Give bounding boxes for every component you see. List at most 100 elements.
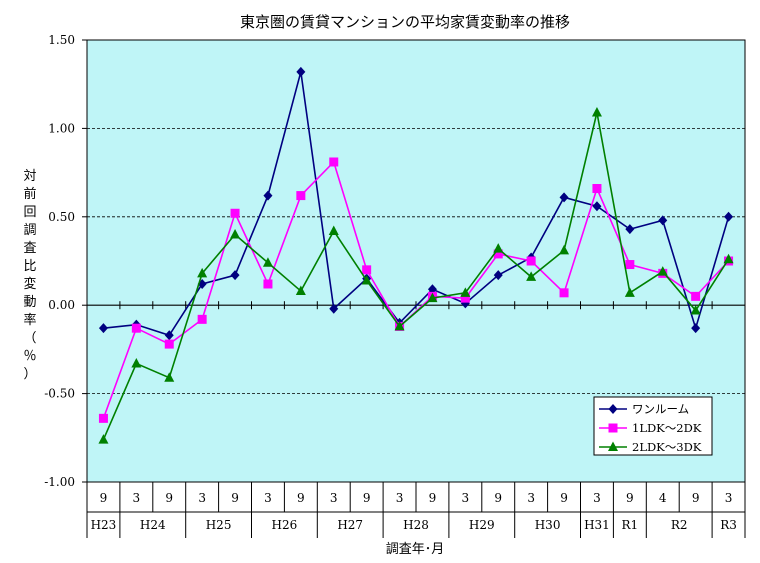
x-month-label: 9 [363, 491, 371, 505]
data-point [263, 279, 273, 289]
x-year-label: H25 [206, 518, 232, 532]
x-year-label: R2 [671, 518, 688, 532]
data-point [559, 288, 569, 298]
data-point [624, 287, 635, 297]
data-point [361, 274, 372, 285]
x-month-label: 3 [527, 491, 535, 505]
data-point [625, 260, 635, 270]
x-year-label: H27 [337, 518, 363, 532]
y-tick-label: 1.50 [48, 33, 75, 47]
data-point [493, 243, 504, 253]
x-month-label: 9 [560, 491, 568, 505]
data-point [131, 323, 141, 333]
legend-label: 1LDK～2DK [632, 421, 702, 435]
data-point [295, 285, 306, 296]
data-point [591, 106, 602, 117]
y-tick-label: -1.00 [44, 475, 75, 489]
x-year-label: H30 [535, 518, 561, 532]
data-point [296, 66, 306, 77]
data-point [592, 201, 602, 212]
data-point [263, 190, 273, 201]
data-point [329, 303, 339, 314]
y-axis-ticks: 1.50 1.00 0.50 0.00 -0.50 -1.00 [44, 33, 87, 489]
x-year-label: R3 [720, 518, 737, 532]
x-month-label: 3 [725, 491, 733, 505]
x-axis-label: 調査年･月 [386, 542, 445, 557]
legend: ワンルーム 1LDK～2DK 2LDK～3DK [593, 396, 713, 456]
data-point [328, 225, 339, 235]
data-point [262, 257, 273, 267]
x-month-label: 3 [396, 491, 404, 505]
x-month-label: 9 [692, 491, 700, 505]
data-point [197, 267, 208, 278]
x-month-label: 3 [133, 491, 141, 505]
data-point [691, 323, 701, 334]
data-point [164, 330, 174, 341]
data-point [98, 323, 108, 334]
x-axis-table: 9 3 9 3 9 3 9 3 9 3 9 3 9 3 9 3 9 4 9 3 H23 H24 H25 H26 H27 H28 H2… [86, 482, 746, 538]
data-point [493, 249, 503, 259]
data-point [296, 191, 306, 201]
data-point [691, 291, 701, 301]
x-month-label: 3 [462, 491, 470, 505]
data-point [427, 284, 437, 295]
y-tick-label: 0.50 [48, 210, 75, 224]
data-point [164, 372, 175, 382]
x-month-label: 9 [297, 491, 305, 505]
data-point [362, 265, 372, 275]
x-year-label: H24 [140, 518, 166, 532]
data-point [230, 228, 241, 239]
y-tick-label: 0.00 [48, 298, 75, 312]
x-month-label: 9 [494, 491, 502, 505]
data-point [526, 256, 536, 266]
series-line [103, 71, 730, 337]
x-month-label: 3 [198, 491, 206, 505]
x-year-label: H29 [469, 518, 495, 532]
y-tick-label: -0.50 [44, 387, 75, 401]
legend-marker [608, 404, 618, 414]
data-point [131, 358, 142, 368]
data-point [164, 339, 174, 349]
x-month-label: 3 [330, 491, 338, 505]
data-point [98, 413, 108, 423]
x-month-label: 9 [231, 491, 239, 505]
data-point [526, 271, 537, 281]
chart-title: 東京圏の賃貸マンションの平均家賃変動率の推移 [240, 13, 570, 31]
x-year-label: H26 [272, 518, 298, 532]
x-month-label: 9 [429, 491, 437, 505]
series-1 [98, 66, 734, 341]
data-point [559, 244, 570, 255]
x-month-label: 3 [264, 491, 272, 505]
series-layer [98, 66, 734, 444]
data-point [460, 293, 470, 303]
series-3 [98, 106, 734, 444]
y-tick-label: 1.00 [48, 121, 75, 135]
legend-label: ワンルーム [632, 402, 689, 416]
data-point [657, 266, 668, 276]
data-point [690, 305, 701, 315]
legend-marker [608, 441, 618, 451]
x-month-label: 9 [626, 491, 634, 505]
data-point [723, 253, 734, 264]
data-point [197, 314, 207, 324]
x-year-label: H28 [403, 518, 429, 532]
legend-marker [608, 423, 618, 433]
x-year-label: H23 [91, 518, 117, 532]
legend-label: 2LDK～3DK [632, 440, 702, 454]
x-month-label: 3 [593, 491, 601, 505]
data-point [625, 224, 635, 235]
x-year-label: H31 [584, 518, 610, 532]
data-point [427, 292, 438, 303]
x-year-label: R1 [622, 518, 639, 532]
data-point [592, 184, 602, 194]
y-axis-label: 対前回調査比変動率（％） [23, 169, 36, 382]
data-point [559, 192, 569, 203]
data-point [230, 270, 240, 281]
data-point [658, 215, 668, 226]
x-month-label: 9 [100, 491, 108, 505]
x-month-label: 4 [659, 491, 667, 505]
data-point [230, 208, 240, 218]
data-point [724, 211, 734, 222]
x-month-label: 9 [165, 491, 173, 505]
